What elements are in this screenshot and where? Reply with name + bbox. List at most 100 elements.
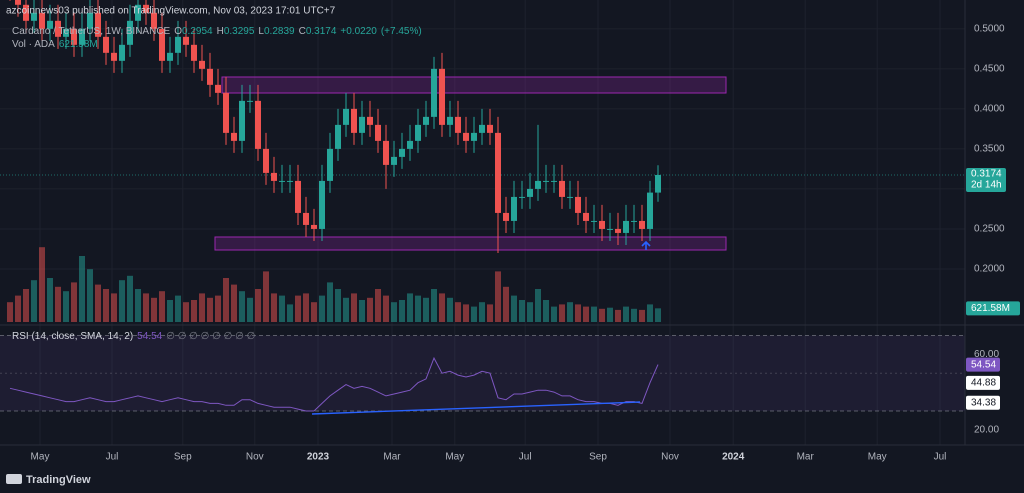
volume-bar bbox=[135, 289, 141, 322]
volume-bar bbox=[463, 304, 469, 322]
rsi-legend: RSI (14, close, SMA, 14, 2) 54.54 ∅ ∅ ∅ ∅ … bbox=[12, 331, 255, 342]
volume-bar bbox=[567, 302, 573, 322]
volume-bar bbox=[527, 302, 533, 322]
candle-body bbox=[511, 196, 517, 221]
volume-bar bbox=[543, 300, 549, 322]
rsi-marker-value: 34.38 bbox=[971, 397, 996, 408]
o-value: 0.2954 bbox=[182, 26, 213, 37]
volume-bar bbox=[263, 271, 269, 322]
volume-bar bbox=[143, 293, 149, 322]
volume-bar bbox=[279, 295, 285, 322]
header: azcoinnews03 published on TradingView.co… bbox=[6, 6, 336, 17]
candle-body bbox=[455, 116, 461, 133]
volume-bar bbox=[335, 289, 341, 322]
candle-body bbox=[95, 12, 101, 37]
volume-bar bbox=[223, 278, 229, 322]
support-zone bbox=[214, 236, 727, 251]
candle-body bbox=[223, 92, 229, 133]
volume-bar bbox=[319, 295, 325, 322]
candle-body bbox=[39, 12, 45, 29]
volume-bar bbox=[455, 302, 461, 322]
candle-body bbox=[375, 124, 381, 141]
x-tick-label: 2024 bbox=[722, 452, 745, 463]
volume-bar bbox=[447, 297, 453, 322]
c-value: 0.3174 bbox=[306, 26, 337, 37]
volume-bar bbox=[311, 302, 317, 322]
candle-body bbox=[567, 196, 573, 198]
candle-body bbox=[631, 220, 637, 222]
rsi-band bbox=[0, 335, 965, 411]
candle-body bbox=[271, 172, 277, 181]
volume-bar bbox=[631, 308, 637, 322]
candle-body bbox=[183, 36, 189, 45]
rsi-pane bbox=[0, 334, 965, 412]
y-tick-label: 0.2500 bbox=[974, 224, 1005, 235]
rsi-tick-label: 60.00 bbox=[974, 349, 999, 360]
volume-bar bbox=[343, 297, 349, 322]
volume-bar bbox=[639, 309, 645, 322]
rsi-value: 54.54 bbox=[137, 331, 162, 342]
candle-body bbox=[607, 228, 613, 230]
y-tick-label: 0.2000 bbox=[974, 264, 1005, 275]
volume-bar bbox=[327, 282, 333, 322]
candle-body bbox=[351, 108, 357, 133]
h-label: H bbox=[217, 26, 224, 37]
candle-body bbox=[551, 180, 557, 182]
l-label: L bbox=[258, 26, 264, 37]
volume-bar bbox=[351, 293, 357, 322]
candle-body bbox=[295, 180, 301, 213]
x-tick-label: Nov bbox=[246, 452, 264, 463]
volume-bar bbox=[575, 304, 581, 322]
rsi-extra: ∅ ∅ ∅ ∅ ∅ ∅ ∅ ∅ bbox=[166, 331, 255, 342]
x-tick-label: May bbox=[445, 452, 464, 463]
rsi-marker-value: 44.88 bbox=[971, 378, 996, 389]
volume-bar bbox=[111, 293, 117, 322]
volume-bar bbox=[511, 295, 517, 322]
volume-bar bbox=[39, 247, 45, 322]
volume-bar bbox=[583, 306, 589, 322]
volume-bar bbox=[127, 275, 133, 322]
volume-bar bbox=[607, 307, 613, 322]
volume-bar bbox=[183, 302, 189, 322]
volume-bar bbox=[15, 295, 21, 322]
arrow bbox=[641, 240, 651, 250]
candle-body bbox=[79, 28, 85, 45]
rsi-line bbox=[9, 356, 659, 412]
price-pane bbox=[9, 0, 661, 253]
volume-bar bbox=[247, 297, 253, 322]
candle-body bbox=[215, 84, 221, 93]
volume-bar bbox=[31, 280, 37, 322]
candle-body bbox=[279, 180, 285, 182]
candle-body bbox=[543, 180, 549, 182]
candle-body bbox=[591, 220, 597, 222]
candle-body bbox=[143, 4, 149, 13]
resistance-zone bbox=[221, 76, 727, 94]
volume-bar bbox=[303, 293, 309, 322]
x-tick-label: Jul bbox=[106, 452, 119, 463]
candle-body bbox=[639, 220, 645, 229]
candle-body bbox=[439, 68, 445, 125]
candle-body bbox=[615, 228, 621, 233]
candle-body bbox=[527, 188, 533, 197]
candle-body bbox=[103, 36, 109, 53]
l-value: 0.2839 bbox=[264, 26, 295, 37]
volume-bar bbox=[383, 295, 389, 322]
candle-body bbox=[287, 180, 293, 182]
change-pct: (+7.45%) bbox=[381, 26, 422, 37]
rsi-badge-value: 54.54 bbox=[971, 359, 996, 370]
volume-bar bbox=[79, 256, 85, 322]
candle-body bbox=[359, 116, 365, 133]
volume-pane bbox=[7, 247, 661, 322]
volume-badge-value: 621.58M bbox=[971, 303, 1010, 314]
rsi-badge bbox=[966, 357, 1000, 372]
candle-body bbox=[127, 20, 133, 45]
volume-bar bbox=[535, 289, 541, 322]
candle-body bbox=[151, 12, 157, 29]
volume-bar bbox=[367, 297, 373, 322]
grid bbox=[0, 0, 965, 445]
volume-bar bbox=[551, 306, 557, 322]
volume-bar bbox=[103, 289, 109, 322]
candle-body bbox=[311, 224, 317, 229]
candle-body bbox=[463, 132, 469, 141]
